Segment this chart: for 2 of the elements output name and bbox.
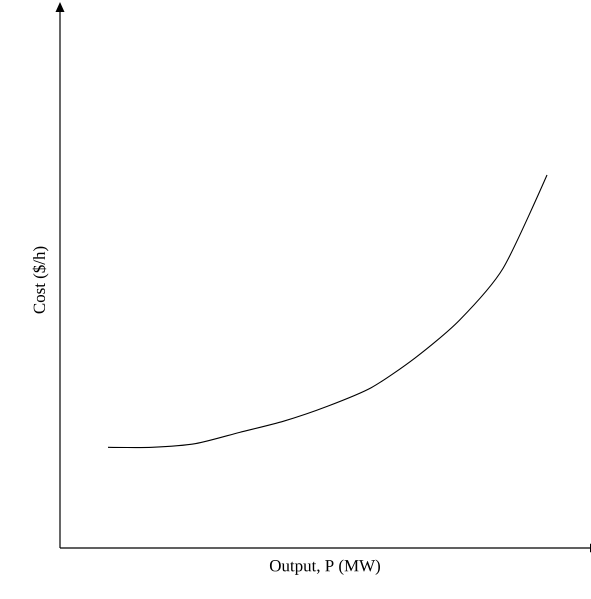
x-axis-title: Output, P (MW) [270, 560, 380, 575]
y-axis-title: Cost ($/h) [32, 246, 48, 314]
